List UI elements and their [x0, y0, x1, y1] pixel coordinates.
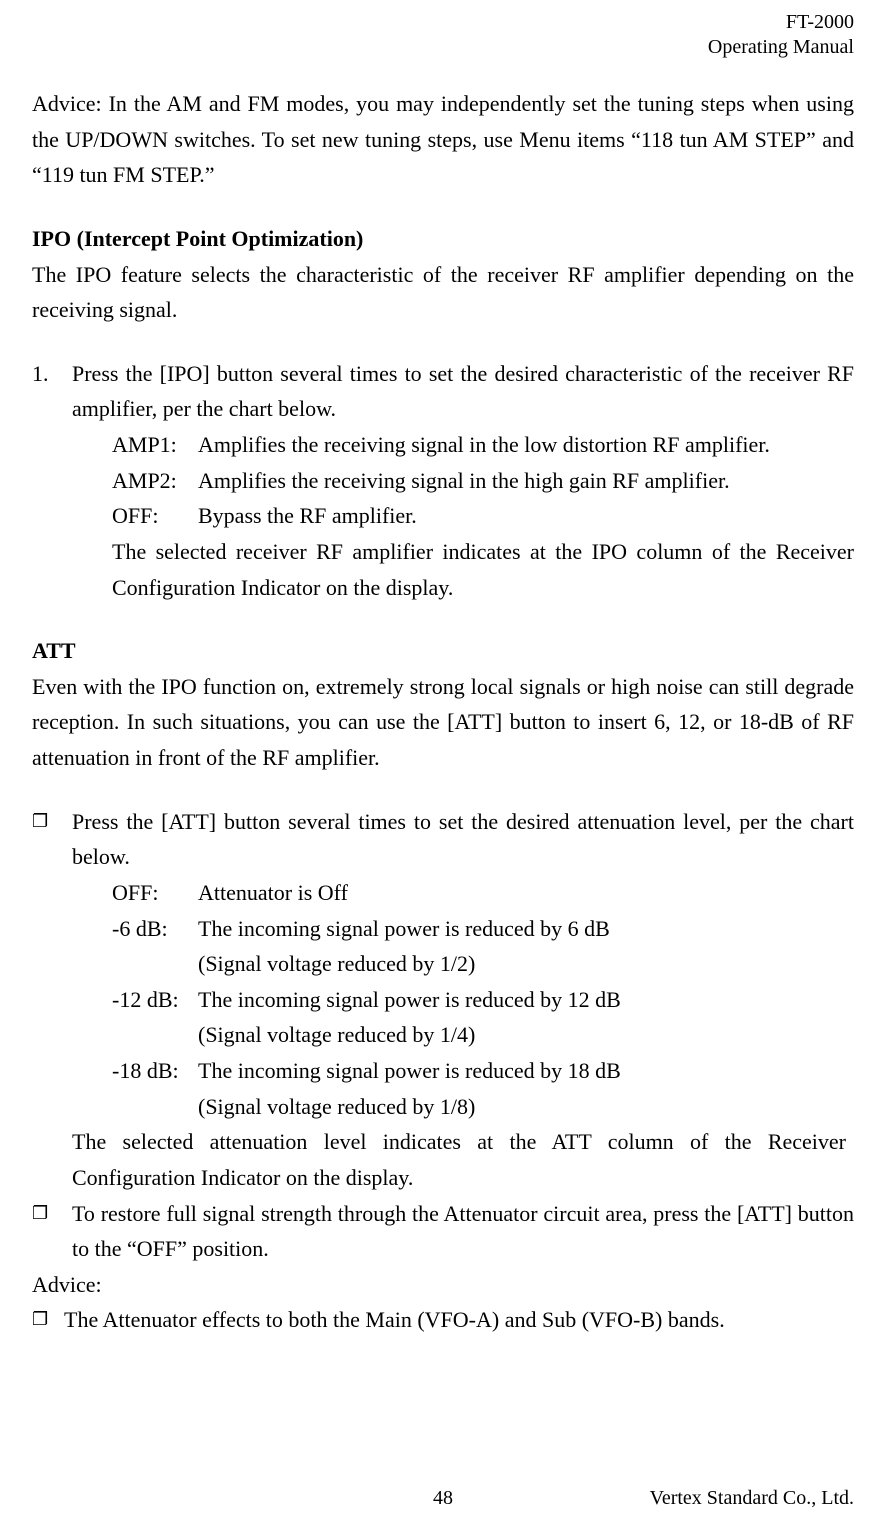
att-off-desc: Attenuator is Off [198, 875, 854, 911]
att-18db-sub: (Signal voltage reduced by 1/8) [198, 1089, 854, 1125]
ipo-amp1-term: AMP1: [112, 427, 198, 463]
att-step-text: Press the [ATT] button several times to … [72, 804, 854, 875]
ipo-amp1-row: AMP1: Amplifies the receiving signal in … [112, 427, 854, 463]
list-marker: 1. [32, 356, 72, 427]
att-6db-sub-row: (Signal voltage reduced by 1/2) [112, 946, 854, 982]
page-header: FT-2000 Operating Manual [32, 10, 854, 60]
ipo-off-row: OFF: Bypass the RF amplifier. [112, 498, 854, 534]
att-6db-desc: The incoming signal power is reduced by … [198, 911, 854, 947]
att-bullet-1: ❐ Press the [ATT] button several times t… [32, 804, 854, 875]
ipo-amp2-desc: Amplifies the receiving signal in the hi… [198, 463, 854, 499]
bullet-marker-icon: ❐ [32, 1196, 72, 1267]
advice-2-label: Advice: [32, 1267, 854, 1303]
att-18db-desc: The incoming signal power is reduced by … [198, 1053, 854, 1089]
page: FT-2000 Operating Manual Advice: In the … [0, 0, 886, 1530]
att-6db-sub: (Signal voltage reduced by 1/2) [198, 946, 854, 982]
att-heading: ATT [32, 633, 854, 669]
bullet-marker-icon: ❐ [32, 804, 72, 875]
att-12db-row: -12 dB: The incoming signal power is red… [112, 982, 854, 1018]
ipo-off-desc: Bypass the RF amplifier. [198, 498, 854, 534]
att-12db-desc: The incoming signal power is reduced by … [198, 982, 854, 1018]
att-18db-term: -18 dB: [112, 1053, 198, 1089]
bullet-marker-icon: ❐ [32, 1302, 64, 1338]
att-18db-row: -18 dB: The incoming signal power is red… [112, 1053, 854, 1089]
att-12db-sub-row: (Signal voltage reduced by 1/4) [112, 1017, 854, 1053]
ipo-step-1: 1. Press the [IPO] button several times … [32, 356, 854, 427]
ipo-definitions: AMP1: Amplifies the receiving signal in … [112, 427, 854, 605]
advice-2-text: The Attenuator effects to both the Main … [64, 1302, 854, 1338]
ipo-heading: IPO (Intercept Point Optimization) [32, 221, 854, 257]
att-definitions: OFF: Attenuator is Off -6 dB: The incomi… [112, 875, 854, 1124]
att-off-row: OFF: Attenuator is Off [112, 875, 854, 911]
att-12db-term: -12 dB: [112, 982, 198, 1018]
header-model: FT-2000 [32, 10, 854, 35]
att-6db-term: -6 dB: [112, 911, 198, 947]
ipo-intro: The IPO feature selects the characterist… [32, 257, 854, 328]
ipo-off-term: OFF: [112, 498, 198, 534]
advice-paragraph-1: Advice: In the AM and FM modes, you may … [32, 86, 854, 193]
ipo-amp2-term: AMP2: [112, 463, 198, 499]
ipo-amp2-row: AMP2: Amplifies the receiving signal in … [112, 463, 854, 499]
att-18db-sub-row: (Signal voltage reduced by 1/8) [112, 1089, 854, 1125]
att-bullet-2: ❐ To restore full signal strength throug… [32, 1196, 854, 1267]
att-12db-sub: (Signal voltage reduced by 1/4) [198, 1017, 854, 1053]
company-name: Vertex Standard Co., Ltd. [580, 1487, 854, 1510]
att-restore-text: To restore full signal strength through … [72, 1196, 854, 1267]
att-6db-row: -6 dB: The incoming signal power is redu… [112, 911, 854, 947]
body-text: Advice: In the AM and FM modes, you may … [32, 86, 854, 1338]
advice-2-bullet: ❐ The Attenuator effects to both the Mai… [32, 1302, 854, 1338]
ipo-amp1-desc: Amplifies the receiving signal in the lo… [198, 427, 854, 463]
header-subtitle: Operating Manual [32, 35, 854, 60]
att-tail: The selected attenuation level indicates… [72, 1124, 846, 1195]
att-intro: Even with the IPO function on, extremely… [32, 669, 854, 776]
page-footer: 48 Vertex Standard Co., Ltd. [32, 1457, 854, 1510]
ipo-step-1-text: Press the [IPO] button several times to … [72, 356, 854, 427]
ipo-tail: The selected receiver RF amplifier indic… [112, 534, 854, 605]
att-off-term: OFF: [112, 875, 198, 911]
page-number: 48 [306, 1487, 580, 1510]
